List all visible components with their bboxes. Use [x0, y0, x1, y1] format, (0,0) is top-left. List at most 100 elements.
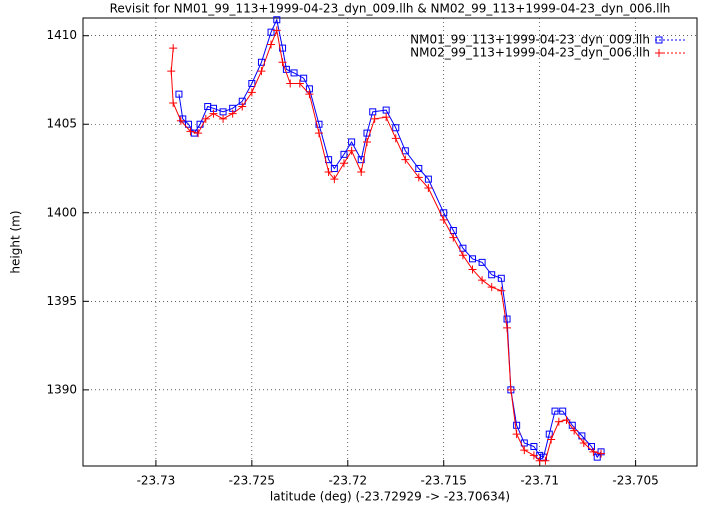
point — [201, 114, 210, 123]
point — [513, 421, 521, 429]
point — [478, 258, 486, 266]
point — [503, 315, 511, 323]
point — [382, 106, 390, 114]
point — [248, 80, 256, 88]
point — [290, 69, 298, 77]
legend-label: NM01_99_113+1999-04-23_dyn_009.llh — [410, 33, 650, 47]
point — [348, 138, 356, 146]
point — [273, 16, 281, 24]
point — [401, 147, 409, 155]
point — [424, 175, 432, 183]
point — [593, 453, 601, 461]
point — [468, 265, 477, 274]
point — [186, 127, 195, 136]
point — [391, 134, 400, 143]
legend-marker — [655, 36, 663, 44]
x-axis-label: latitude (deg) (-23.72929 -> -23.70634) — [270, 490, 510, 504]
y-tick-label: 1400 — [46, 205, 77, 219]
point — [370, 114, 379, 123]
legend-marker — [655, 49, 663, 57]
point — [267, 28, 275, 36]
point — [506, 385, 515, 394]
point — [478, 276, 487, 285]
point — [458, 251, 467, 260]
point — [315, 120, 323, 128]
point — [167, 67, 176, 76]
chart-title: Revisit for NM01_99_113+1999-04-23_dyn_0… — [110, 2, 671, 16]
point — [562, 415, 571, 424]
y-axis-label: height (m) — [9, 210, 23, 273]
point — [392, 124, 400, 132]
point — [551, 407, 559, 415]
point — [247, 88, 256, 97]
x-tick-label: -23.71 — [520, 474, 559, 488]
point — [185, 120, 193, 128]
point — [330, 175, 339, 184]
point — [554, 417, 563, 426]
point — [194, 129, 203, 138]
point — [300, 74, 308, 82]
legend-label: NM02_99_113+1999-04-23_dyn_006.llh — [410, 46, 650, 60]
point — [340, 150, 348, 158]
point — [369, 108, 377, 116]
point — [497, 274, 505, 282]
point — [169, 44, 178, 53]
point — [545, 430, 553, 438]
point — [330, 165, 338, 173]
point — [424, 183, 433, 192]
point — [305, 90, 314, 99]
point — [401, 155, 410, 164]
point — [529, 451, 538, 460]
point — [324, 168, 333, 177]
point — [257, 67, 266, 76]
point — [295, 79, 304, 88]
point — [488, 271, 496, 279]
point — [503, 323, 512, 332]
point — [169, 98, 178, 107]
point — [286, 79, 295, 88]
point — [315, 129, 324, 138]
plot-frame — [82, 17, 698, 467]
point — [415, 165, 423, 173]
point — [449, 226, 457, 234]
y-tick-label: 1405 — [46, 117, 77, 131]
point — [272, 26, 281, 35]
point — [362, 137, 371, 146]
point — [469, 255, 477, 263]
point — [267, 40, 276, 49]
point — [414, 173, 423, 182]
point — [219, 114, 228, 123]
point — [339, 159, 348, 168]
point — [559, 407, 567, 415]
point — [541, 456, 550, 465]
point — [228, 109, 237, 118]
y-tick-label: 1395 — [46, 294, 77, 308]
point — [357, 156, 365, 164]
y-tick-label: 1410 — [46, 28, 77, 42]
point — [520, 446, 529, 455]
point — [497, 286, 506, 295]
point — [357, 168, 366, 177]
x-tick-label: -23.715 — [421, 474, 467, 488]
point — [209, 109, 218, 118]
point — [347, 146, 356, 155]
point — [530, 443, 538, 451]
point — [219, 108, 227, 116]
point — [597, 449, 606, 458]
point — [175, 90, 183, 98]
x-tick-label: -23.73 — [137, 474, 176, 488]
x-tick-label: -23.725 — [229, 474, 275, 488]
point — [176, 116, 185, 125]
point — [570, 426, 579, 435]
point — [459, 244, 467, 252]
x-tick-label: -23.72 — [328, 474, 367, 488]
point — [238, 102, 247, 111]
x-tick-label: -23.705 — [612, 474, 658, 488]
point — [278, 58, 287, 67]
y-tick-label: 1390 — [46, 382, 77, 396]
point — [449, 233, 458, 242]
point — [439, 215, 448, 224]
point — [547, 435, 556, 444]
